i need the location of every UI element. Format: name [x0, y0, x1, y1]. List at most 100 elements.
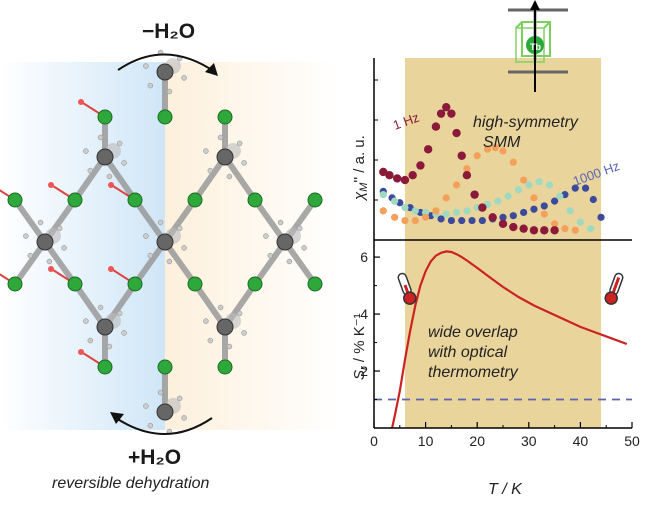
- hydrogen-atom: [116, 310, 123, 317]
- data-point-series-0: [442, 102, 451, 112]
- data-point-series-3: [478, 216, 486, 225]
- water-oxygen: [108, 266, 114, 272]
- data-point-series-3: [499, 213, 507, 221]
- metal-node: [307, 192, 323, 208]
- hydrogen-atom: [207, 167, 214, 174]
- data-point-series-0: [431, 122, 441, 131]
- data-point-series-2: [452, 208, 461, 217]
- linker-node: [216, 148, 234, 166]
- dehydration-arrowhead: [205, 63, 218, 76]
- relative-sensitivity-curve: [391, 250, 628, 429]
- hydrogen-atom: [241, 330, 247, 336]
- data-point-series-0: [470, 190, 479, 199]
- hydrogen-atom: [157, 219, 164, 226]
- hydrogen-atom: [203, 318, 209, 324]
- data-point-series-2: [391, 197, 399, 205]
- data-point-series-2: [411, 207, 419, 215]
- data-point-series-2: [401, 204, 409, 212]
- smm-annotation-line2: SMM: [483, 134, 521, 151]
- data-point-series-0: [550, 226, 559, 235]
- hydrogen-atom: [176, 225, 183, 232]
- data-point-series-2: [556, 192, 564, 200]
- hydrogen-atom: [83, 148, 89, 154]
- hydrogen-atom: [157, 389, 164, 396]
- y-tick-label: 6: [360, 249, 368, 265]
- data-point-series-1: [483, 145, 492, 153]
- hydrogen-atom: [61, 245, 67, 251]
- hydrogen-atom: [37, 219, 44, 226]
- hydrogen-atom: [143, 403, 149, 409]
- hydration-arrow: [115, 417, 213, 435]
- metal-node: [217, 359, 233, 375]
- hydrogen-atom: [241, 160, 247, 166]
- linker-node: [156, 63, 174, 81]
- hydrogen-atom: [147, 252, 154, 259]
- hydrogen-atom: [236, 140, 243, 147]
- linker-node: [216, 318, 234, 336]
- hydrogen-atom: [143, 233, 149, 239]
- tb-coordination-icon: Tb: [508, 0, 568, 92]
- data-point-series-3: [571, 184, 579, 192]
- data-point-series-0: [436, 109, 446, 118]
- data-point-series-1: [401, 216, 409, 225]
- data-point-series-1: [463, 165, 471, 173]
- hydrogen-atom: [267, 252, 274, 259]
- data-point-series-3: [530, 205, 538, 213]
- data-point-series-0: [529, 226, 539, 235]
- metal-node: [127, 192, 143, 208]
- hydrogen-atom: [87, 167, 94, 174]
- data-point-series-3: [597, 213, 605, 221]
- hydrogen-atom: [203, 148, 209, 154]
- data-point-series-0: [498, 219, 508, 228]
- linker-node: [156, 233, 174, 251]
- hydrogen-atom: [236, 310, 243, 317]
- data-point-series-0: [519, 224, 528, 233]
- data-point-series-0: [385, 171, 394, 180]
- hydrogen-atom: [106, 173, 113, 180]
- hydrogen-atom: [286, 258, 293, 265]
- x-tick-label: 50: [624, 433, 640, 449]
- tb-label: Tb: [530, 42, 541, 52]
- hydrogen-atom: [147, 422, 154, 429]
- lower-y-axis-label: Sr / % K⁻¹: [351, 313, 370, 380]
- metal-node: [247, 276, 263, 292]
- framework-bond: [12, 197, 48, 245]
- metal-node: [187, 192, 203, 208]
- hydrogen-atom: [87, 337, 94, 344]
- dehydration-arrow: [117, 53, 216, 73]
- x-tick-label: 30: [521, 433, 537, 449]
- data-point-series-0: [478, 203, 487, 212]
- hydrogen-atom: [106, 343, 113, 350]
- data-point-series-2: [494, 197, 502, 205]
- metal-node: [247, 192, 263, 208]
- data-point-series-1: [509, 158, 517, 166]
- hydration-label: +H₂O: [128, 446, 182, 469]
- data-point-series-1: [491, 144, 499, 152]
- linker-node: [96, 148, 114, 166]
- data-point-series-2: [566, 207, 574, 215]
- framework-bond: [252, 197, 288, 245]
- overlap-annotation-line2: with optical: [428, 344, 508, 361]
- data-point-series-3: [581, 184, 590, 192]
- data-point-series-0: [540, 226, 549, 235]
- x-tick-label: 10: [418, 433, 434, 449]
- data-point-series-1: [540, 210, 548, 218]
- data-point-series-0: [379, 167, 388, 177]
- data-point-series-1: [391, 213, 399, 221]
- hydrogen-atom: [263, 233, 269, 239]
- data-point-series-1: [520, 176, 528, 184]
- data-point-series-2: [587, 225, 595, 233]
- data-point-series-1: [379, 207, 387, 215]
- hydrogen-atom: [301, 245, 307, 251]
- smm-annotation-line1: high-symmetry: [473, 114, 579, 131]
- hydrogen-atom: [226, 343, 233, 350]
- data-point-series-3: [509, 212, 517, 220]
- framework-bond: [72, 281, 108, 330]
- metal-node: [157, 109, 173, 125]
- data-point-series-2: [525, 181, 533, 189]
- metal-node: [157, 359, 173, 375]
- framework-bond: [162, 239, 198, 287]
- hydrogen-atom: [296, 225, 303, 232]
- data-point-series-1: [473, 152, 481, 160]
- hydrogen-atom: [166, 258, 173, 265]
